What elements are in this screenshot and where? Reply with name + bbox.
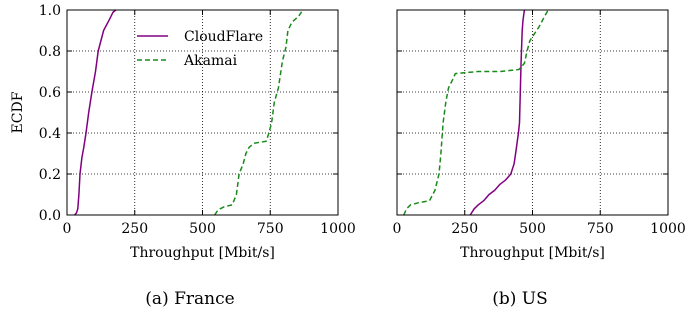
- x-tick-label: 1000: [650, 221, 686, 237]
- y-tick-label: 0.8: [39, 44, 61, 60]
- y-axis-label: ECDF: [10, 91, 26, 133]
- x-axis-label: Throughput [Mbit/s]: [130, 245, 275, 261]
- y-tick-label: 0.0: [39, 208, 61, 224]
- panel-caption: (b) US: [492, 289, 548, 309]
- panel-a: 0 250 500 750 1000 0.0 0.2 0.4 0.6 0.8 1.0 Throughp…: [10, 3, 356, 309]
- x-tick-label: 750: [257, 221, 284, 237]
- series-line-akamai: [403, 9, 549, 216]
- x-tick-label: 750: [587, 221, 614, 237]
- y-tick-label: 0.2: [39, 167, 61, 183]
- x-tick-label: 500: [519, 221, 546, 237]
- x-tick-label: 0: [393, 221, 402, 237]
- legend-label-akamai: Akamai: [183, 53, 238, 69]
- x-tick-label: 250: [121, 221, 148, 237]
- panel-caption: (a) France: [145, 289, 234, 309]
- y-tick-label: 0.6: [39, 85, 61, 101]
- x-tick-label: 250: [451, 221, 478, 237]
- x-tick-label: 0: [63, 221, 72, 237]
- legend: CloudFlare Akamai: [137, 29, 263, 69]
- plot-frame: [66, 9, 339, 216]
- panel-b: 0 250 500 750 1000 Throughput [Mbit/s] (b) US: [393, 9, 686, 309]
- y-tick-label: 0.4: [39, 126, 61, 142]
- series-line-akamai: [214, 9, 304, 216]
- x-axis-label: Throughput [Mbit/s]: [460, 245, 605, 261]
- plot-frame: [396, 9, 669, 216]
- series-line-cloudflare: [74, 9, 117, 216]
- legend-label-cloudflare: CloudFlare: [184, 29, 263, 45]
- x-tick-label: 1000: [320, 221, 356, 237]
- series-line-cloudflare: [469, 9, 526, 216]
- x-tick-label: 500: [189, 221, 216, 237]
- y-tick-label: 1.0: [39, 3, 61, 19]
